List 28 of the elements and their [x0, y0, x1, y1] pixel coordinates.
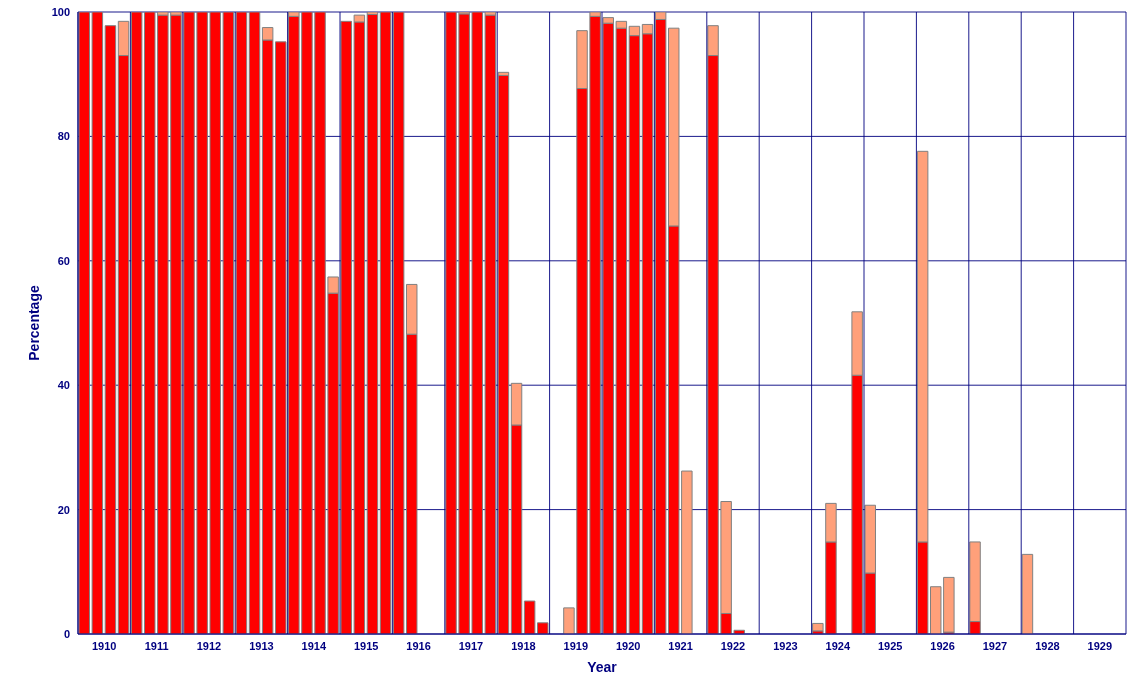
x-axis-title: Year	[587, 659, 618, 675]
x-tick-label: 1911	[144, 639, 169, 652]
x-tick-label: 1923	[773, 639, 798, 652]
y-tick-label: 20	[57, 503, 70, 516]
x-tick-label: 1914	[301, 639, 327, 652]
x-tick-label: 1924	[825, 639, 851, 652]
x-tick-label: 1925	[877, 639, 903, 652]
x-tick-label: 1929	[1087, 639, 1113, 652]
x-tick-label: 1916	[406, 639, 431, 652]
x-tick-label: 1918	[511, 639, 536, 652]
x-tick-label: 1922	[720, 639, 746, 652]
y-axis-title: Percentage	[25, 285, 42, 361]
y-tick-label: 0	[63, 627, 70, 640]
y-tick-label: 60	[57, 254, 70, 267]
x-tick-label: 1915	[353, 639, 379, 652]
x-tick-label: 1917	[458, 639, 484, 652]
x-tick-label: 1912	[196, 639, 222, 652]
y-tick-label: 80	[57, 130, 70, 143]
y-tick-label: 100	[51, 5, 70, 18]
x-tick-label: 1919	[563, 639, 589, 652]
x-tick-label: 1927	[982, 639, 1008, 652]
x-tick-label: 1926	[930, 639, 955, 652]
x-tick-label: 1921	[668, 639, 693, 652]
x-tick-label: 1920	[615, 639, 641, 652]
x-tick-label: 1913	[249, 639, 274, 652]
y-tick-label: 40	[57, 379, 70, 392]
x-tick-label: 1928	[1035, 639, 1060, 652]
x-tick-label: 1910	[91, 639, 117, 652]
